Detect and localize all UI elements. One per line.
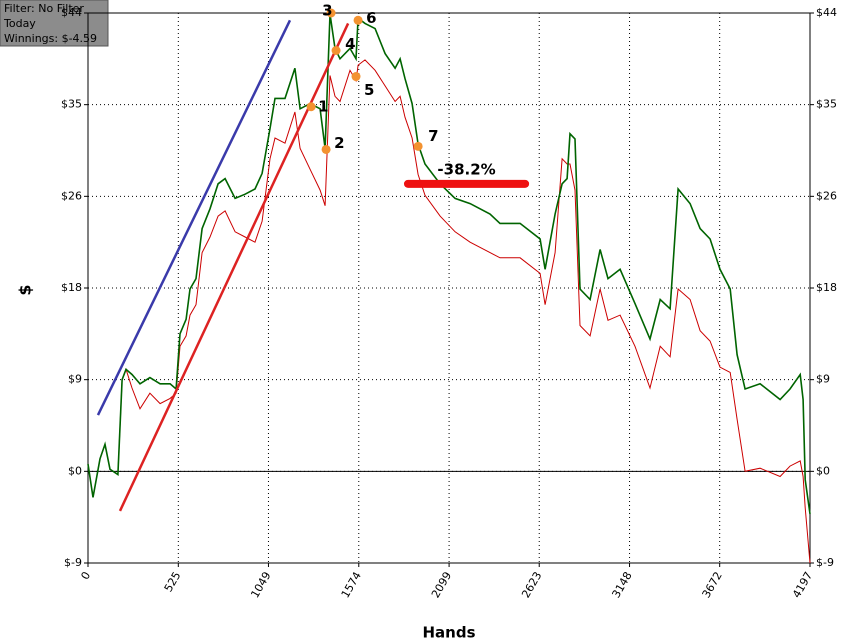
info-line: Today: [3, 17, 36, 30]
info-line: Filter: No Filter: [4, 2, 84, 15]
drawdown-label: -38.2%: [437, 160, 495, 178]
annotation-label: 7: [428, 127, 438, 145]
info-line: Winnings: $-4.59: [4, 32, 97, 45]
annotation-label: 3: [322, 2, 332, 20]
y-tick-label: $35: [61, 98, 82, 111]
y-tick-label: $0: [68, 464, 82, 477]
y-tick-label: $9: [816, 373, 830, 386]
y-tick-label: $35: [816, 98, 837, 111]
annotation-point: [331, 46, 341, 55]
x-axis-title: Hands: [422, 624, 475, 642]
series-line: [87, 13, 811, 515]
annotation-label: 5: [364, 81, 374, 99]
y-tick-label: $44: [816, 6, 837, 19]
annotation-point: [306, 102, 316, 112]
info-box: [0, 0, 109, 47]
y-tick-label: $26: [816, 189, 837, 202]
annotation-point: [321, 144, 331, 154]
annotation-label: 4: [345, 35, 355, 53]
y-tick-label: $18: [816, 281, 837, 294]
y-axis-title: $: [16, 284, 35, 295]
y-tick-label: $44: [61, 6, 82, 19]
y-tick-label: $26: [61, 189, 82, 202]
y-tick-label: $-9: [64, 556, 82, 569]
annotation-label: 1: [318, 97, 328, 115]
y-tick-label: $-9: [816, 556, 834, 569]
y-tick-label: $18: [61, 281, 82, 294]
series-line: [87, 59, 811, 564]
annotation-point: [413, 141, 423, 151]
y-tick-label: $9: [68, 373, 82, 386]
annotation-point: [326, 8, 336, 18]
annotation-point: [351, 72, 361, 82]
annotation-point: [353, 15, 363, 25]
trend-line: [96, 19, 292, 416]
annotation-label: 2: [334, 134, 344, 152]
y-tick-label: $0: [816, 464, 830, 477]
annotation-label: 6: [366, 9, 376, 27]
